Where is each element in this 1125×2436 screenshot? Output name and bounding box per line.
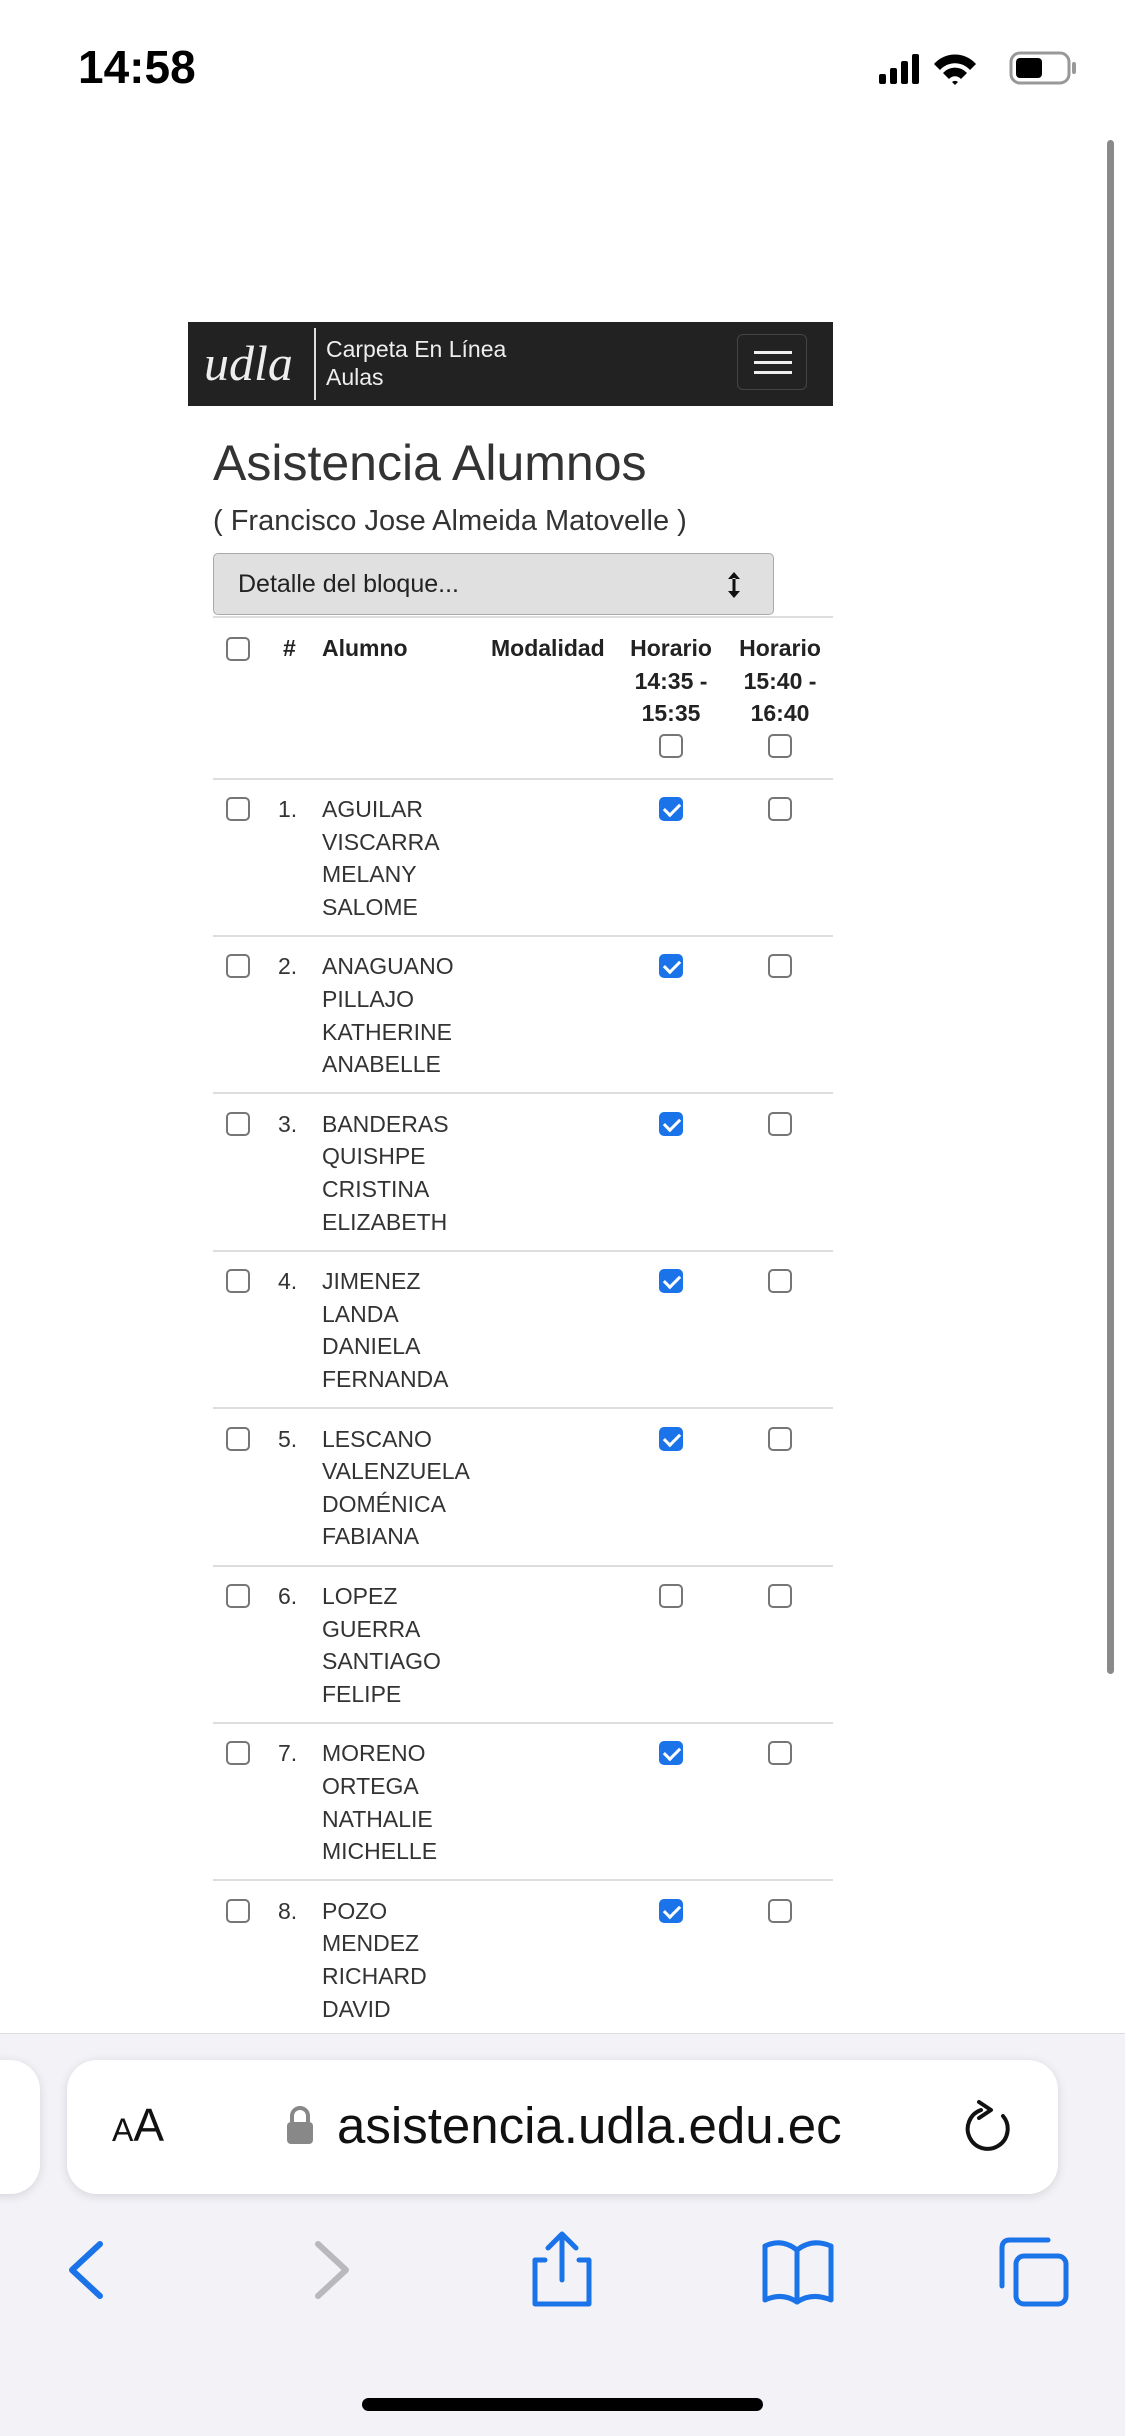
attendance-checkbox[interactable] [659, 797, 683, 821]
attendance-checkbox[interactable] [768, 1426, 792, 1451]
lock-icon [287, 2106, 313, 2144]
row-separator [213, 1564, 833, 1567]
table-top-border [213, 616, 833, 618]
navbar: udla Carpeta En Línea Aulas [188, 322, 833, 406]
column-header: Horario 14:35 - 15:35 [630, 635, 712, 727]
toolbar-icons [69, 2231, 1069, 2307]
select-all-checkbox[interactable] [226, 637, 250, 661]
reload-icon[interactable] [965, 2100, 1017, 2156]
row-separator [213, 1092, 833, 1095]
row-separator [213, 778, 833, 780]
attendance-checkbox[interactable] [768, 797, 792, 821]
column-header: # [283, 635, 296, 661]
row-checkbox[interactable] [226, 1111, 250, 1136]
attendance-checkbox[interactable] [659, 1111, 683, 1136]
logo-divider [314, 328, 316, 400]
attendance-checkbox[interactable] [659, 1584, 683, 1608]
attendance-checkbox[interactable] [768, 1898, 792, 1923]
row-separator [213, 1879, 833, 1882]
column-header: Horario 15:40 - 16:40 [739, 635, 821, 727]
attendance-checkbox[interactable] [768, 1269, 792, 1294]
row-checkbox[interactable] [226, 954, 250, 979]
status-time: 14:58 [78, 41, 196, 93]
select-arrow [728, 572, 740, 598]
column-header: Alumno [322, 635, 408, 661]
row-checkbox[interactable] [226, 1898, 250, 1923]
row-number: 1. [278, 796, 298, 822]
row-checkbox[interactable] [226, 1741, 250, 1766]
address-bar[interactable]: AA asistencia.udla.edu.ec [67, 2060, 1058, 2194]
url: asistencia.udla.edu.ec [337, 2097, 842, 2154]
slot-select-all-checkbox[interactable] [659, 734, 683, 758]
page-subtitle: ( Francisco Jose Almeida Matovelle ) [213, 505, 687, 537]
app-section: Aulas [326, 364, 384, 390]
row-number: 3. [278, 1110, 298, 1137]
column-header: Modalidad [491, 635, 605, 661]
attendance-checkbox[interactable] [768, 954, 792, 979]
row-checkbox[interactable] [226, 1426, 250, 1451]
attendance-checkbox[interactable] [768, 1741, 792, 1766]
row-number: 5. [278, 1425, 298, 1452]
block-select-label: Detalle del bloque... [238, 570, 459, 598]
attendance-checkbox[interactable] [768, 1111, 792, 1136]
row-number: 4. [278, 1268, 298, 1295]
text-size-button[interactable]: AA [112, 2099, 165, 2151]
status-icons [879, 51, 1076, 85]
home-indicator [362, 2398, 763, 2411]
row-number: 6. [278, 1583, 298, 1609]
row-separator [213, 1722, 833, 1724]
menu-button[interactable] [737, 334, 807, 390]
attendance-checkbox[interactable] [659, 954, 683, 979]
row-separator [213, 1407, 833, 1410]
prev-tab-pill[interactable] [0, 2060, 40, 2194]
scrollbar [1107, 140, 1114, 1674]
attendance-checkbox[interactable] [659, 1426, 683, 1451]
row-checkbox[interactable] [226, 1584, 250, 1608]
page-title: Asistencia Alumnos [213, 435, 647, 491]
row-number: 8. [278, 1897, 298, 1924]
attendance-checkbox[interactable] [659, 1898, 683, 1923]
attendance-checkbox[interactable] [768, 1584, 792, 1608]
logo: udla [204, 335, 293, 391]
attendance-checkbox[interactable] [659, 1269, 683, 1294]
app-name: Carpeta En Línea [326, 336, 507, 362]
row-checkbox[interactable] [226, 1269, 250, 1294]
row-separator [213, 935, 833, 937]
row-number: 2. [278, 953, 298, 980]
row-number: 7. [278, 1740, 298, 1767]
attendance-checkbox[interactable] [659, 1741, 683, 1766]
block-select[interactable]: Detalle del bloque... [213, 553, 774, 615]
row-checkbox[interactable] [226, 797, 250, 821]
browser-bar: AA asistencia.udla.edu.ec [0, 2033, 1125, 2436]
slot-select-all-checkbox[interactable] [768, 734, 792, 758]
row-separator [213, 1249, 833, 1252]
